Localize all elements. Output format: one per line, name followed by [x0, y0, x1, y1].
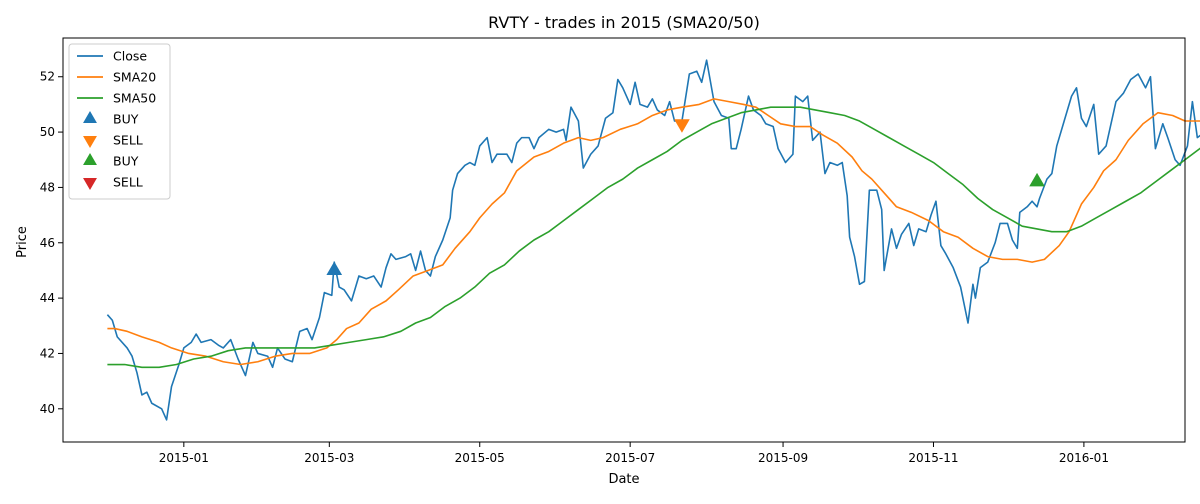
legend-swatch-buy-6 [83, 153, 97, 165]
x-tick-label: 2015-03 [304, 451, 354, 465]
y-tick-label: 48 [40, 180, 55, 194]
legend-label: Close [113, 49, 147, 64]
x-tick-label: 2015-07 [605, 451, 655, 465]
legend-swatch-sell-7 [83, 178, 97, 190]
y-tick-label: 42 [40, 346, 55, 360]
y-axis-label: Price [15, 226, 30, 258]
series-group [106, 59, 1200, 421]
y-tick-label: 40 [40, 402, 55, 416]
legend-box [68, 43, 171, 200]
legend-swatch-sell-5 [83, 136, 97, 148]
series-line-close [106, 59, 1200, 421]
x-tick-label: 2016-01 [1059, 451, 1109, 465]
x-tick-label: 2015-05 [455, 451, 505, 465]
y-axis: 40 42 44 46 48 50 52 [40, 70, 63, 416]
legend-label: BUY [113, 112, 139, 127]
plot-area-frame [62, 37, 1186, 443]
chart-title: RVTY - trades in 2015 (SMA20/50) [488, 13, 760, 32]
markers-group [326, 119, 1045, 275]
series-line-sma50 [107, 106, 1200, 369]
marker-buy-1 [326, 261, 343, 275]
x-tick-label: 2015-09 [758, 451, 808, 465]
legend-label: BUY [113, 154, 139, 169]
y-tick-label: 52 [40, 70, 55, 84]
y-tick-label: 46 [40, 236, 55, 250]
legend-label: SMA20 [113, 70, 156, 85]
y-tick-label: 50 [40, 125, 55, 139]
x-axis-label: Date [608, 472, 639, 487]
marker-sell-2 [674, 119, 690, 133]
x-axis: 2015-01 2015-03 2015-05 2015-07 2015-09 2015-… [159, 442, 1109, 465]
legend-label: SELL [113, 175, 143, 190]
legend: Close SMA20 SMA50 BUY SELL BUY SELL [68, 43, 171, 200]
series-line-sma20 [107, 98, 1200, 366]
legend-label: SMA50 [113, 91, 156, 106]
marker-buy-3 [1029, 172, 1045, 187]
x-tick-label: 2015-01 [159, 451, 209, 465]
y-tick-label: 44 [40, 291, 55, 305]
legend-label: SELL [113, 133, 143, 148]
legend-swatch-buy-4 [83, 111, 97, 123]
x-tick-label: 2015-11 [908, 451, 958, 465]
